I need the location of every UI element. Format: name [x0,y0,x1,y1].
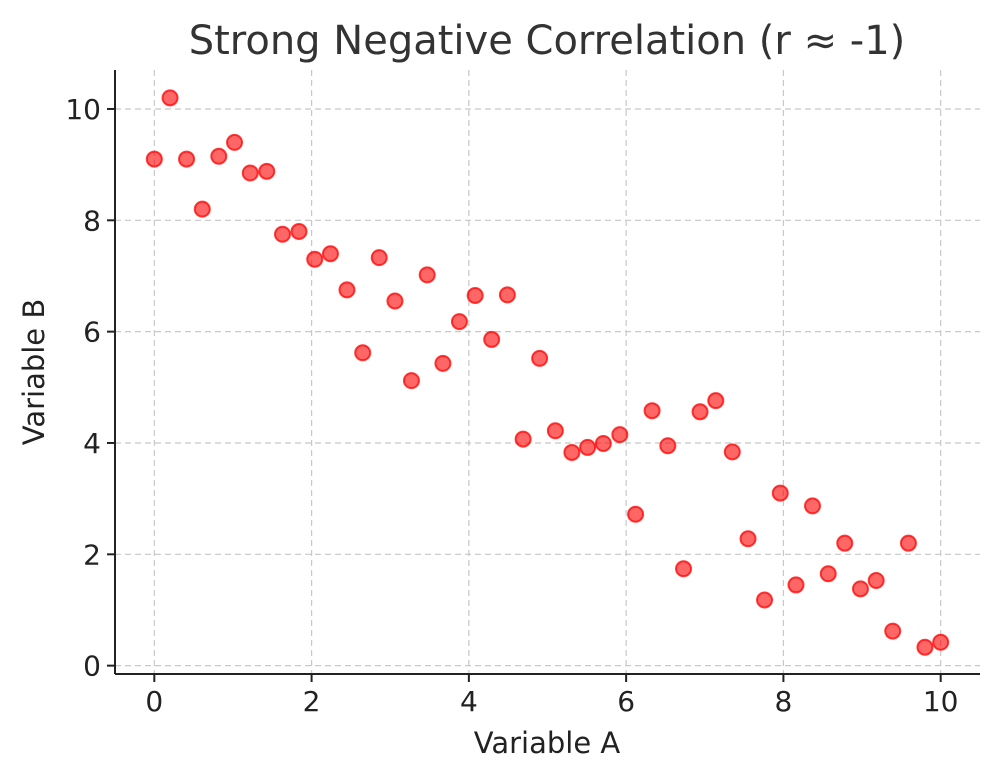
data-point [851,580,869,598]
data-point [370,249,388,267]
data-point [193,200,211,218]
data-point [804,497,822,515]
data-point [691,403,709,421]
data-point [450,313,468,331]
data-point [161,89,179,107]
data-point [402,372,420,390]
data-point [290,222,308,240]
data-point [226,133,244,151]
y-tick-label: 6 [83,316,101,349]
y-tick-label: 4 [83,427,101,460]
data-point [466,286,484,304]
y-tick-label: 2 [83,538,101,571]
data-point [531,349,549,367]
data-point [273,225,291,243]
data-point [563,443,581,461]
data-point [386,292,404,310]
data-point [483,330,501,348]
y-tick-label: 10 [65,93,101,126]
data-point [643,402,661,420]
data-point [241,164,259,182]
data-point [675,560,693,578]
data-point [627,505,645,523]
data-point [771,484,789,502]
data-point [611,426,629,444]
data-point [787,576,805,594]
x-tick-label: 2 [303,685,321,718]
data-point [498,286,516,304]
data-point [594,435,612,453]
x-tick-label: 10 [923,685,959,718]
axis-ticks: 0 2 4 6 8 10 0 2 4 6 8 10 [65,93,958,718]
data-point [756,591,774,609]
data-point [836,534,854,552]
data-point [434,354,452,372]
chart-title: Strong Negative Correlation (r ≈ -1) [189,18,906,64]
data-point [932,633,950,651]
data-point [659,437,677,455]
data-point [723,443,741,461]
data-point [210,147,228,165]
data-point [579,438,597,456]
data-point [321,245,339,263]
y-tick-label: 0 [83,650,101,683]
grid [115,70,980,674]
data-points [145,89,950,656]
data-point [306,250,324,268]
data-point [916,638,934,656]
data-point [418,266,436,284]
x-tick-label: 0 [145,685,163,718]
data-point [178,150,196,168]
x-tick-label: 6 [617,685,635,718]
x-axis-label: Variable A [474,726,621,760]
data-point [867,571,885,589]
x-tick-label: 4 [460,685,478,718]
data-point [145,150,163,168]
data-point [739,530,757,548]
data-point [546,422,564,440]
data-point [514,430,532,448]
y-axis-label: Variable B [17,299,51,446]
data-point [884,622,902,640]
data-point [338,281,356,299]
data-point [354,344,372,362]
y-tick-label: 8 [83,204,101,237]
x-tick-label: 8 [774,685,792,718]
data-point [819,565,837,583]
data-point [707,392,725,410]
data-point [258,162,276,180]
data-point [899,534,917,552]
